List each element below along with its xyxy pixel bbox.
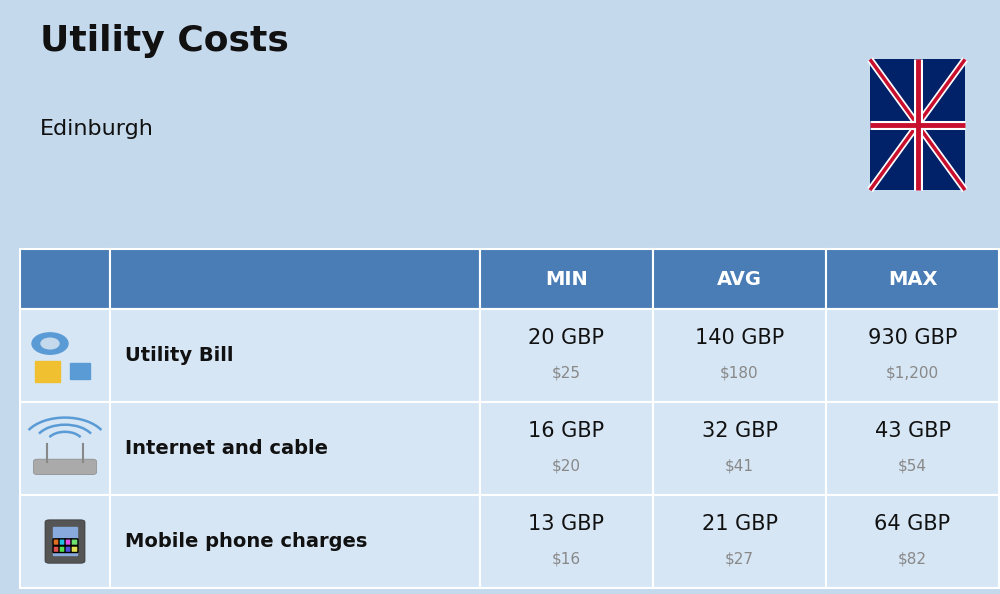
Text: 21 GBP: 21 GBP: [702, 514, 778, 534]
FancyBboxPatch shape: [53, 546, 60, 552]
Bar: [53, 527, 77, 555]
Text: $16: $16: [552, 552, 581, 567]
Bar: [20, 249, 110, 309]
Text: 13 GBP: 13 GBP: [528, 514, 604, 534]
Text: $54: $54: [898, 459, 927, 474]
Bar: [653, 495, 826, 588]
Circle shape: [41, 338, 59, 349]
Bar: [480, 309, 653, 402]
FancyBboxPatch shape: [65, 546, 72, 552]
FancyBboxPatch shape: [65, 539, 72, 545]
Bar: [480, 249, 653, 309]
Text: Mobile phone charges: Mobile phone charges: [125, 532, 367, 551]
Text: $180: $180: [720, 366, 759, 381]
Bar: [870, 59, 965, 190]
Bar: [35, 361, 60, 382]
Text: $25: $25: [552, 366, 581, 381]
Circle shape: [32, 333, 68, 354]
Text: $1,200: $1,200: [886, 366, 939, 381]
Text: Utility Bill: Utility Bill: [125, 346, 234, 365]
Text: Internet and cable: Internet and cable: [125, 439, 328, 458]
Text: 64 GBP: 64 GBP: [874, 514, 951, 534]
Text: 32 GBP: 32 GBP: [702, 421, 778, 441]
Bar: [110, 402, 480, 495]
Text: $20: $20: [552, 459, 581, 474]
Text: $82: $82: [898, 552, 927, 567]
Text: MIN: MIN: [545, 270, 588, 289]
Text: Utility Costs: Utility Costs: [40, 24, 289, 58]
FancyBboxPatch shape: [34, 459, 96, 475]
Bar: [110, 495, 480, 588]
FancyBboxPatch shape: [45, 520, 85, 563]
Text: MAX: MAX: [888, 270, 937, 289]
Bar: [110, 249, 480, 309]
Text: 20 GBP: 20 GBP: [528, 327, 604, 347]
Text: 16 GBP: 16 GBP: [528, 421, 605, 441]
Text: Edinburgh: Edinburgh: [40, 119, 154, 139]
Bar: [653, 249, 826, 309]
Bar: [480, 402, 653, 495]
Bar: [70, 362, 90, 379]
Bar: [20, 309, 110, 402]
Bar: [826, 309, 999, 402]
Bar: [826, 495, 999, 588]
Bar: [480, 495, 653, 588]
FancyBboxPatch shape: [59, 546, 66, 552]
Text: 43 GBP: 43 GBP: [875, 421, 951, 441]
FancyBboxPatch shape: [71, 546, 78, 552]
Bar: [653, 309, 826, 402]
Bar: [826, 402, 999, 495]
Bar: [110, 309, 480, 402]
Text: $27: $27: [725, 552, 754, 567]
Text: 930 GBP: 930 GBP: [868, 327, 957, 347]
Text: 140 GBP: 140 GBP: [695, 327, 784, 347]
Text: AVG: AVG: [717, 270, 762, 289]
Text: $41: $41: [725, 459, 754, 474]
Bar: [20, 402, 110, 495]
FancyBboxPatch shape: [53, 539, 60, 545]
Bar: [826, 249, 999, 309]
Bar: [653, 402, 826, 495]
FancyBboxPatch shape: [71, 539, 78, 545]
Bar: [20, 495, 110, 588]
FancyBboxPatch shape: [59, 539, 66, 545]
